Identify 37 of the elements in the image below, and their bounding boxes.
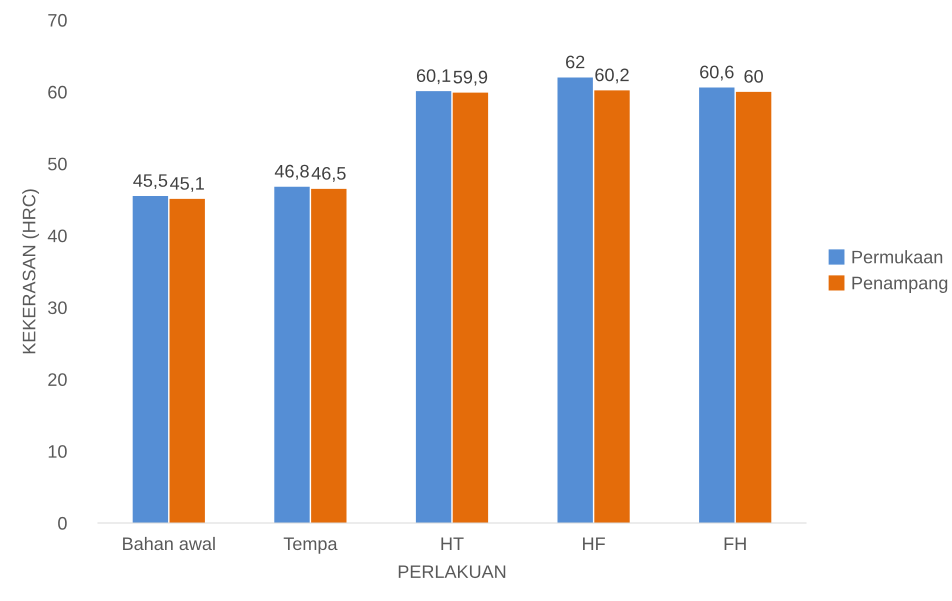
y-tick-label: 0	[58, 516, 67, 530]
y-tick-label: 60	[48, 86, 67, 99]
bar	[274, 186, 310, 523]
legend-label: Permukaan	[852, 250, 942, 264]
data-label: 60	[744, 70, 763, 83]
y-tick-label: 10	[48, 445, 67, 458]
data-label: 46,8	[274, 164, 309, 180]
y-tick-label: 30	[48, 301, 67, 314]
bar	[557, 77, 593, 523]
bar	[311, 188, 347, 523]
x-axis-title: PERLAKUAN	[398, 565, 506, 578]
y-tick-label: 70	[48, 14, 67, 27]
y-tick-label: 50	[48, 158, 67, 170]
bar	[699, 88, 734, 523]
data-label: 46,5	[312, 166, 346, 182]
data-label: 60,1	[416, 69, 450, 84]
data-label: 59,9	[454, 70, 488, 86]
y-tick-label: 20	[48, 373, 67, 386]
data-label: 45,1	[170, 177, 204, 192]
x-tick-label: HT	[441, 538, 464, 550]
x-tick-label: HF	[583, 538, 605, 550]
legend-label: Penampang	[852, 276, 948, 293]
x-tick-label: FH	[724, 538, 746, 550]
bar	[416, 91, 452, 523]
y-tick-label: 40	[48, 230, 67, 242]
bar	[736, 92, 772, 523]
x-tick-label: Tempa	[284, 538, 338, 554]
data-label: 60,2	[595, 68, 629, 84]
data-label: 60,6	[700, 66, 734, 81]
bar	[452, 92, 488, 523]
data-label: 62	[566, 56, 584, 68]
x-tick-label: Bahan awal	[123, 536, 215, 550]
bar	[132, 196, 168, 523]
data-label: 45,5	[133, 174, 168, 190]
y-axis-title: KEKERASAN (HRC)	[22, 189, 40, 354]
bar	[594, 90, 630, 523]
bar	[170, 198, 205, 523]
